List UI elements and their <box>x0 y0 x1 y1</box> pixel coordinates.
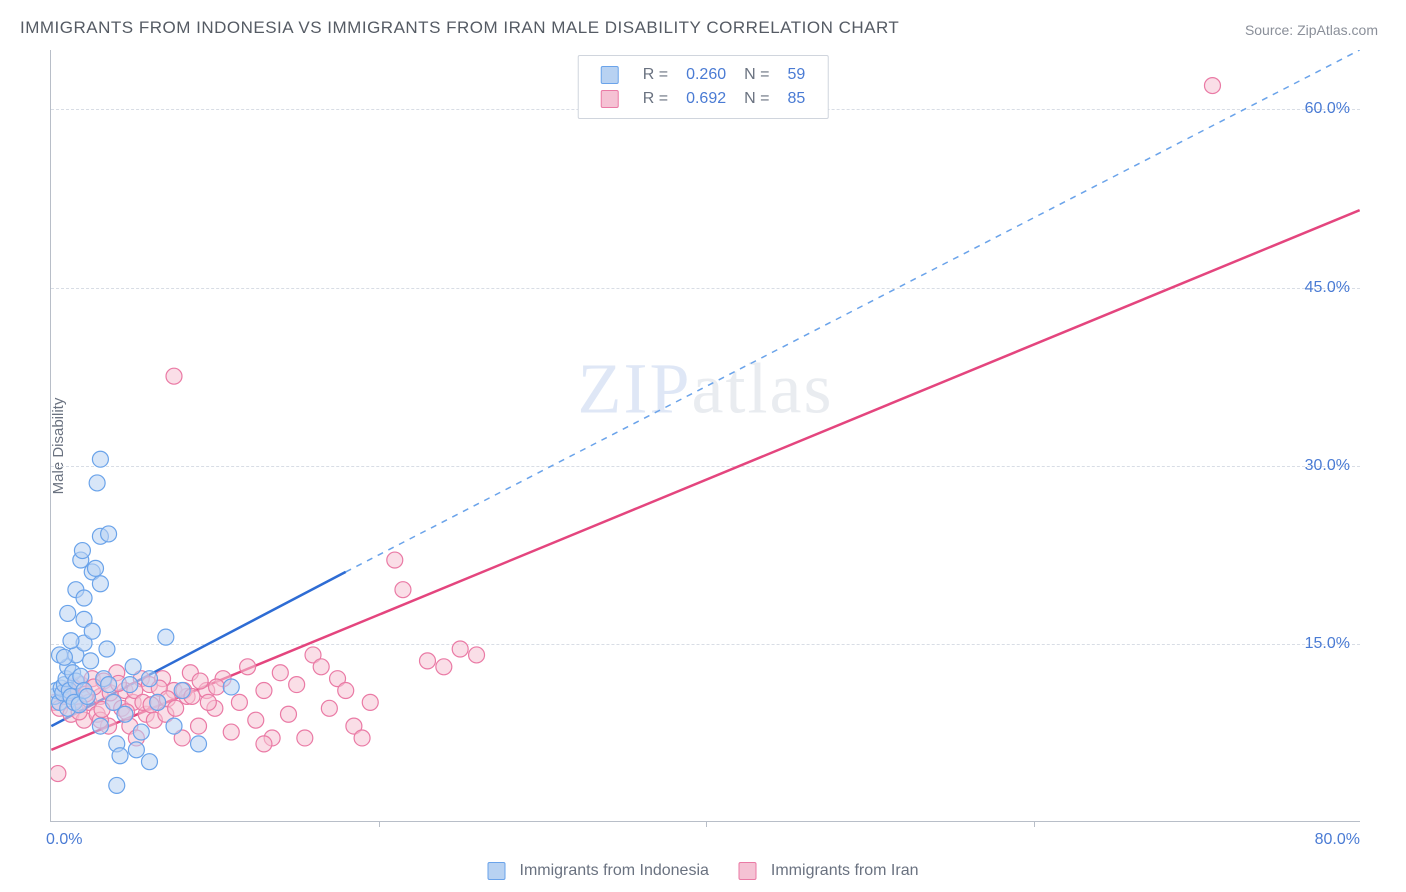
x-tick-label: 0.0% <box>46 831 82 849</box>
swatch-iran <box>739 862 757 880</box>
legend-row-indonesia: R =0.260 N =59 <box>593 64 814 86</box>
scatter-svg <box>51 50 1360 821</box>
correlation-legend: R =0.260 N =59 R =0.692 N =85 <box>578 55 829 119</box>
legend-label: Immigrants from Iran <box>771 862 919 880</box>
x-tick <box>379 821 380 827</box>
plot-area: ZIPatlas 15.0%30.0%45.0%60.0%0.0%80.0% <box>50 50 1360 822</box>
swatch-indonesia <box>488 862 506 880</box>
source-attribution: Source: ZipAtlas.com <box>1245 22 1378 38</box>
series-legend: Immigrants from Indonesia Immigrants fro… <box>488 862 919 880</box>
legend-item-indonesia: Immigrants from Indonesia <box>488 862 709 880</box>
x-tick-label: 80.0% <box>1315 831 1360 849</box>
swatch-iran <box>601 90 619 108</box>
legend-label: Immigrants from Indonesia <box>520 862 709 880</box>
legend-item-iran: Immigrants from Iran <box>739 862 919 880</box>
x-tick <box>706 821 707 827</box>
chart-title: IMMIGRANTS FROM INDONESIA VS IMMIGRANTS … <box>20 18 899 38</box>
swatch-indonesia <box>601 66 619 84</box>
legend-row-iran: R =0.692 N =85 <box>593 88 814 110</box>
x-tick <box>1034 821 1035 827</box>
